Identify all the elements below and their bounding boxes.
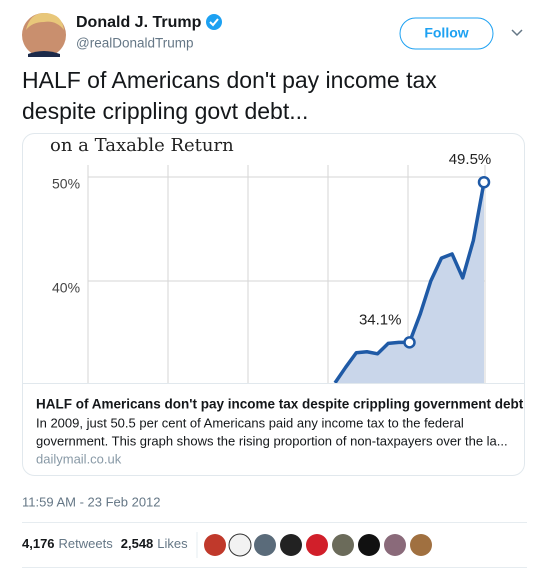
liker-avatar[interactable] <box>358 534 380 556</box>
y-tick-label: 50% <box>52 176 80 192</box>
like-label: Likes <box>157 536 188 551</box>
follow-label: Follow <box>424 25 468 41</box>
like-count: 2,548 <box>121 536 154 551</box>
liker-avatars <box>204 533 432 557</box>
liker-avatar[interactable] <box>280 534 302 556</box>
avatar-suit <box>28 51 60 57</box>
liker-avatar[interactable] <box>204 534 226 556</box>
user-handle[interactable]: @realDonaldTrump <box>76 36 194 51</box>
card-description: government. This graph shows the rising … <box>36 433 508 448</box>
retweet-label: Retweets <box>59 536 114 551</box>
liker-avatar[interactable] <box>332 534 354 556</box>
value-label: 49.5% <box>449 151 492 168</box>
area <box>335 182 484 383</box>
card-domain: dailymail.co.uk <box>36 451 122 466</box>
card-title: HALF of Americans don't pay income tax d… <box>36 397 524 412</box>
y-tick-label: 40% <box>52 280 80 296</box>
tweet-text-line: despite crippling govt debt... <box>22 98 308 124</box>
link-card[interactable] <box>22 133 525 476</box>
avatar-hair <box>26 12 64 30</box>
chart-title: on a Taxable Return <box>50 135 234 156</box>
card-description: In 2009, just 50.5 per cent of Americans… <box>36 415 464 430</box>
liker-avatar[interactable] <box>384 534 406 556</box>
liker-avatar[interactable] <box>254 534 276 556</box>
liker-avatar[interactable] <box>410 534 432 556</box>
point <box>477 175 491 189</box>
verified-check <box>209 18 219 27</box>
card-chart: on a Taxable Return 40% 50% 34.1% 49.5% <box>50 135 492 383</box>
menu-chevron[interactable] <box>511 29 523 37</box>
tweet-text-line: HALF of Americans don't pay income tax <box>22 67 437 93</box>
timestamp[interactable]: 11:59 AM - 23 Feb 2012 <box>22 494 161 509</box>
user-name[interactable]: Donald J. Trump <box>76 14 202 31</box>
stats[interactable]: 4,176 Retweets 2,548 Likes <box>22 536 188 551</box>
verified-badge <box>206 14 222 30</box>
value-label: 34.1% <box>359 311 402 328</box>
liker-avatar[interactable] <box>306 534 328 556</box>
retweet-count: 4,176 <box>22 536 55 551</box>
point <box>403 336 416 349</box>
follow-button[interactable] <box>399 17 494 50</box>
liker-avatar[interactable] <box>228 533 252 557</box>
